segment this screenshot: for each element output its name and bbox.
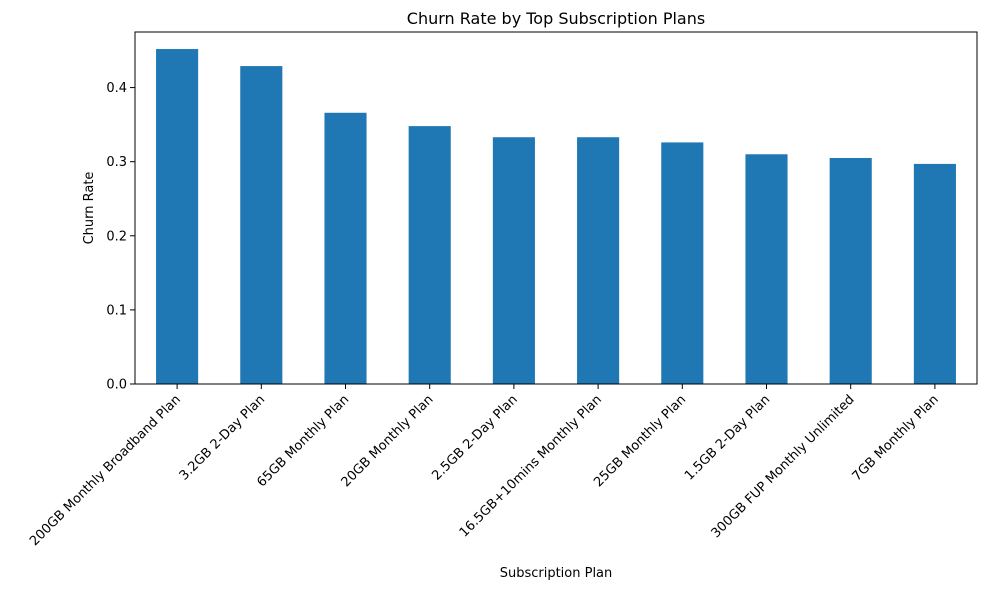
x-tick-label: 65GB Monthly Plan [254, 392, 352, 490]
x-axis-label: Subscription Plan [500, 566, 613, 581]
bar [324, 112, 367, 385]
y-tick-label: 0.2 [106, 229, 127, 244]
x-tick-label: 3.2GB 2-Day Plan [177, 392, 268, 483]
bar [240, 66, 283, 384]
y-axis-label: Churn Rate [82, 172, 97, 245]
x-tick-label: 200GB Monthly Broadband Plan [27, 392, 184, 549]
x-tick-label: 2.5GB 2-Day Plan [429, 392, 520, 483]
bar [829, 157, 872, 384]
x-tick-label: 1.5GB 2-Day Plan [682, 392, 773, 483]
x-tick-label: 7GB Monthly Plan [850, 392, 942, 484]
y-tick-label: 0.0 [106, 378, 127, 393]
y-axis: 0.0 0.1 0.2 0.3 0.4 [106, 81, 135, 393]
bar [577, 137, 620, 384]
x-tick-label: 300GB FUP Monthly Unlimited [709, 392, 858, 541]
y-tick-label: 0.3 [106, 155, 127, 170]
bar [745, 154, 788, 384]
bar [408, 126, 451, 385]
x-tick-label: 20GB Monthly Plan [339, 392, 437, 490]
y-tick-label: 0.1 [106, 303, 127, 318]
bar [661, 142, 704, 384]
x-tick-label: 25GB Monthly Plan [591, 392, 689, 490]
x-tick-label: 16.5GB+10mins Monthly Plan [457, 392, 605, 540]
chart-title: Churn Rate by Top Subscription Plans [407, 9, 705, 28]
y-tick-label: 0.4 [106, 81, 127, 96]
bar [913, 163, 956, 384]
plot-frame [134, 31, 978, 385]
bar [156, 49, 199, 384]
bar [492, 137, 535, 384]
bars-group [156, 49, 956, 385]
